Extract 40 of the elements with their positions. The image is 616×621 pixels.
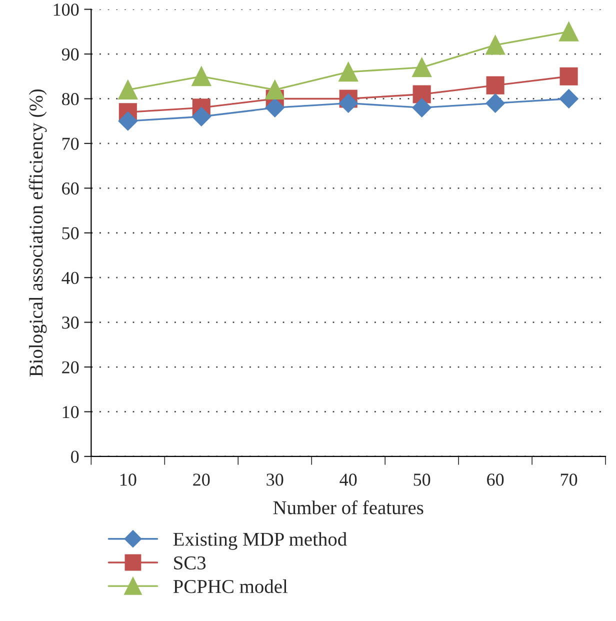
point	[338, 62, 358, 82]
legend-label: SC3	[174, 556, 206, 570]
point	[412, 85, 431, 104]
y-axis-title: Biological association efficiency (%)	[28, 89, 47, 377]
point	[486, 35, 506, 55]
point	[118, 112, 138, 131]
y-tick-label: 20	[62, 361, 79, 374]
point	[192, 66, 212, 86]
x-tick-label: 50	[414, 474, 430, 486]
point	[559, 89, 578, 108]
y-tick-label: 10	[62, 406, 79, 418]
legend-label: Existing MDP method	[173, 532, 347, 550]
point	[559, 22, 579, 42]
x-tick-label: 20	[193, 474, 210, 486]
x-tick-label: 70	[560, 474, 578, 486]
point	[118, 80, 138, 100]
y-tick-label: 40	[62, 272, 79, 284]
point	[338, 94, 358, 113]
x-tick-label: 40	[340, 474, 357, 486]
y-tick-label: 100	[54, 4, 79, 16]
point	[265, 98, 284, 118]
y-tick-label: 0	[71, 450, 79, 463]
y-tick-label: 90	[62, 48, 79, 60]
legend-label: PCPHC model	[173, 579, 288, 594]
y-tick-label: 60	[62, 182, 79, 195]
point	[560, 67, 578, 86]
x-tick-label: 60	[487, 474, 504, 486]
point	[412, 98, 432, 118]
x-tick-label: 10	[120, 474, 136, 486]
x-tick-label: 30	[266, 474, 284, 486]
x-axis-title: Number of features	[273, 500, 424, 514]
y-tick-label: 30	[62, 316, 79, 329]
point	[265, 80, 285, 100]
point	[486, 94, 505, 113]
point	[192, 107, 211, 126]
point	[486, 76, 504, 94]
point	[412, 58, 432, 78]
y-tick-label: 80	[62, 92, 79, 106]
y-tick-label: 50	[62, 227, 79, 240]
y-tick-label: 70	[62, 138, 79, 150]
